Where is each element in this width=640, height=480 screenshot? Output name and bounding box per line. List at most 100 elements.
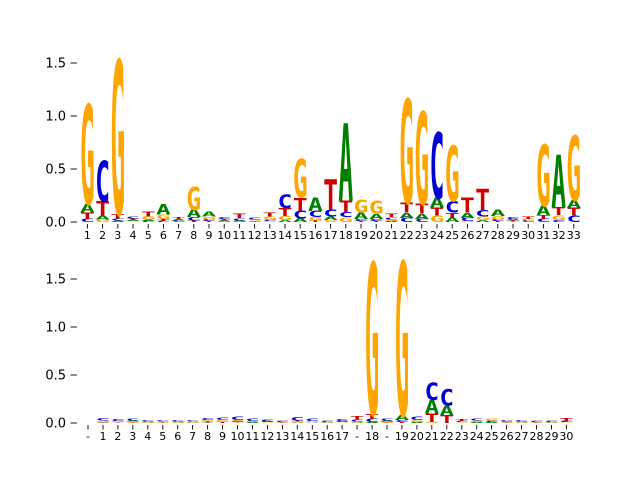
logo-letter-G: G (469, 420, 484, 422)
svg-text:G: G (354, 197, 369, 217)
svg-text:T: T (566, 207, 581, 218)
x-tick-label: - (86, 430, 90, 443)
logo-letter-T: T (96, 422, 111, 423)
logo-letter-T: T (399, 201, 414, 216)
svg-text:G: G (80, 79, 95, 238)
svg-text:C: C (275, 420, 290, 422)
svg-text:A: A (260, 421, 275, 423)
logo-letter-C: C (126, 419, 141, 422)
svg-text:A: A (305, 422, 320, 423)
svg-text:C: C (490, 219, 505, 221)
svg-text:A: A (506, 219, 521, 221)
logo-letter-G: G (305, 421, 320, 423)
logo-letter-A: A (414, 212, 429, 220)
x-tick-label: 30 (521, 229, 535, 242)
logo-letter-C: C (529, 420, 544, 422)
logo-letter-C: C (170, 420, 185, 422)
logo-letter-C: C (335, 419, 350, 422)
logo-letter-C: C (305, 418, 320, 422)
x-tick-label: 19 (395, 430, 409, 443)
logo-letter-G: G (414, 89, 429, 235)
svg-text:C: C (156, 221, 171, 223)
svg-text:T: T (323, 172, 338, 221)
svg-text:T: T (126, 218, 141, 220)
svg-text:C: C (155, 420, 170, 422)
logo-letter-C: C (186, 217, 201, 222)
logo-letter-A: A (96, 422, 111, 423)
logo-letter-A: A (323, 216, 338, 221)
logo-letter-T: T (338, 197, 353, 215)
logo-letter-A: A (380, 420, 395, 422)
logo-letter-T: T (551, 206, 566, 218)
svg-text:C: C (95, 151, 110, 216)
svg-text:G: G (521, 219, 536, 221)
svg-text:C: C (293, 210, 308, 221)
logo-letter-G: G (445, 132, 460, 219)
svg-text:A: A (490, 209, 505, 219)
logo-letter-T: T (395, 422, 410, 424)
svg-text:T: T (126, 422, 141, 423)
logo-letter-T: T (425, 411, 440, 425)
svg-text:C: C (460, 217, 475, 222)
svg-text:C: C (514, 420, 529, 422)
logo-letter-G: G (232, 221, 247, 222)
x-tick-label: 18 (339, 229, 353, 242)
x-tick-label: 14 (290, 430, 304, 443)
logo-letter-A: A (410, 422, 425, 424)
svg-text:A: A (354, 211, 369, 221)
svg-text:T: T (395, 422, 410, 424)
logo-letter-G: G (320, 422, 335, 423)
logo-letter-G: G (566, 120, 581, 222)
svg-text:C: C (536, 219, 551, 224)
logo-letter-T: T (215, 422, 230, 424)
svg-text:C: C (141, 420, 156, 422)
logo-letter-C: C (514, 420, 529, 422)
x-tick-label: 2 (114, 430, 121, 443)
logo-letter-C: C (395, 420, 410, 423)
x-tick-label: 25 (485, 430, 499, 443)
svg-text:C: C (126, 419, 141, 422)
svg-text:T: T (354, 221, 369, 223)
svg-text:G: G (460, 221, 475, 223)
svg-text:G: G (110, 20, 125, 264)
svg-text:C: C (335, 419, 350, 422)
logo-letter-G: G (171, 221, 186, 222)
y-tick-label: 0.5 (45, 163, 66, 178)
svg-text:A: A (320, 423, 335, 424)
logo-letter-G: G (395, 221, 410, 465)
logo-letter-G: G (111, 421, 126, 423)
logo-letter-T: T (278, 206, 293, 219)
logo-letter-C: C (506, 216, 521, 219)
svg-text:A: A (414, 212, 429, 220)
logo-letter-T: T (230, 422, 245, 423)
logo-letter-G: G (275, 422, 290, 423)
logo-letter-A: A (475, 220, 490, 223)
svg-text:C: C (323, 209, 338, 220)
svg-text:G: G (536, 127, 551, 226)
x-tick-label: 7 (175, 229, 182, 242)
x-tick-label: 12 (248, 229, 262, 242)
x-tick-label: 24 (430, 229, 444, 242)
logo-letter-A: A (399, 211, 414, 219)
svg-text:C: C (384, 217, 399, 220)
logo-letter-C: C (202, 219, 217, 221)
logo-letter-T: T (499, 422, 514, 423)
svg-text:T: T (338, 197, 353, 215)
logo-letter-G: G (499, 421, 514, 423)
logo-letter-A: A (490, 209, 505, 219)
x-tick-label: 3 (114, 229, 121, 242)
x-tick-label: 8 (204, 430, 211, 443)
svg-text:A: A (566, 198, 581, 211)
x-tick-label: 14 (278, 229, 292, 242)
logo-letter-A: A (308, 194, 323, 216)
svg-text:G: G (232, 221, 247, 222)
svg-text:C: C (440, 386, 455, 412)
svg-text:C: C (469, 418, 484, 421)
logo-letter-C: C (354, 218, 369, 221)
logo-letter-G: G (110, 20, 125, 264)
logo-letter-A: A (430, 196, 445, 211)
x-tick-label: 13 (275, 430, 289, 443)
x-tick-label: 28 (491, 229, 505, 242)
svg-text:A: A (126, 421, 141, 423)
logo-letter-T: T (460, 194, 475, 217)
